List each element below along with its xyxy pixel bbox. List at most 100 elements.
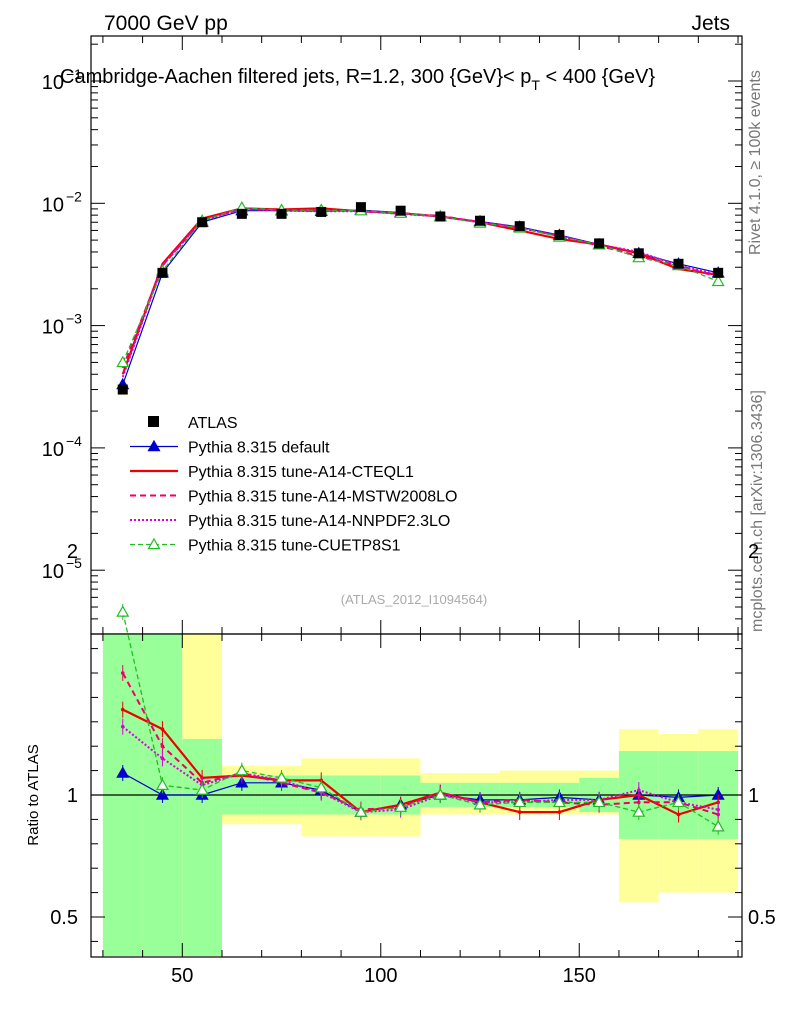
title-main: Cambridge-Aachen filtered jets, R=1.2, 3… bbox=[60, 66, 531, 88]
series-line-default bbox=[122, 209, 719, 385]
ratio-ylabel: Ratio to ATLAS bbox=[25, 744, 42, 845]
title-subscript: T bbox=[531, 77, 540, 93]
ratio-y-tick-label-right: 2 bbox=[748, 541, 759, 563]
marker-cuetp bbox=[116, 355, 130, 368]
series-line-cteql1 bbox=[121, 207, 719, 375]
data-point bbox=[594, 238, 605, 249]
legend-label-cteql1: Pythia 8.315 tune-A14-CTEQL1 bbox=[188, 464, 414, 481]
ratio-point-mstw bbox=[636, 800, 641, 805]
ratio-panel: 50 100 150 0.5 0.5 1 1 2 2 Ratio to ATLAS bbox=[25, 541, 776, 987]
series-line-nnpdf bbox=[121, 207, 719, 378]
analysis-watermark: (ATLAS_2012_I1094564) bbox=[341, 592, 487, 607]
data-point bbox=[713, 267, 724, 278]
ratio-point-nnpdf bbox=[636, 788, 641, 792]
title-tail: < 400 {GeV} bbox=[540, 66, 655, 88]
ratio-marker-cuetp bbox=[632, 805, 646, 817]
ratio-frame bbox=[90, 633, 743, 958]
ratio-marker-cuetp bbox=[155, 778, 169, 790]
ratio-y-tick-label: 0.5 bbox=[50, 907, 78, 929]
ratio-marker-cuetp bbox=[552, 795, 566, 808]
data-point bbox=[435, 211, 446, 222]
y-tick-exponent: −5 bbox=[66, 555, 82, 571]
ratio-marker-default bbox=[155, 788, 169, 800]
ratio-point-cteql1 bbox=[517, 810, 522, 814]
legend-marker-data bbox=[148, 416, 159, 427]
main-axis-ticks: 10−110−210−310−410−5 bbox=[42, 36, 742, 634]
series-line-mstw bbox=[121, 207, 719, 369]
y-tick-exponent: −3 bbox=[66, 311, 82, 327]
data-point bbox=[395, 205, 406, 216]
ratio-marker-cuetp bbox=[116, 605, 130, 617]
ratio-point-mstw bbox=[160, 744, 165, 748]
ratio-series bbox=[116, 604, 725, 835]
mcplots-label: mcplots.cern.ch [arXiv:1306.3436] bbox=[749, 390, 766, 632]
ratio-marker-cuetp bbox=[592, 795, 606, 808]
ratio-marker-cuetp bbox=[394, 800, 408, 812]
legend-label-data: ATLAS bbox=[188, 415, 238, 432]
ratio-y-tick-label: 2 bbox=[67, 541, 78, 563]
data-point bbox=[633, 248, 644, 259]
y-tick-label: 10 bbox=[42, 194, 64, 216]
ratio-point-cteql1 bbox=[160, 727, 165, 731]
legend-marker-cuetp bbox=[147, 537, 161, 550]
ratio-marker-cuetp bbox=[314, 780, 328, 793]
ratio-y-tick-label-right: 1 bbox=[748, 785, 759, 807]
ratio-marker-cuetp bbox=[711, 820, 725, 832]
marker-cuetp bbox=[711, 274, 725, 287]
main-panel: 10−110−210−310−410−5 (ATLAS_2012_I109456… bbox=[42, 35, 743, 635]
data-point bbox=[197, 217, 208, 228]
data-point bbox=[157, 267, 168, 278]
ratio-marker-cuetp bbox=[671, 795, 686, 808]
data-point bbox=[117, 384, 128, 395]
legend: ATLAS Pythia 8.315 default Pythia 8.315 tu… bbox=[130, 415, 457, 555]
ratio-y-tick-label-right: 0.5 bbox=[748, 907, 776, 929]
y-tick-label: 10 bbox=[42, 439, 64, 461]
y-tick-base: 10 bbox=[42, 561, 64, 583]
ratio-axis-ticks: 50 100 150 0.5 0.5 1 1 2 2 bbox=[50, 541, 776, 987]
legend-label-cuetp: Pythia 8.315 tune-CUETP8S1 bbox=[188, 538, 401, 555]
x-tick-label: 50 bbox=[171, 965, 193, 987]
ratio-line-mstw bbox=[121, 672, 719, 816]
ratio-marker-cuetp bbox=[275, 771, 289, 783]
ratio-point-cteql1 bbox=[557, 810, 562, 814]
ratio-marker-cuetp bbox=[433, 788, 447, 800]
data-point bbox=[355, 202, 366, 213]
y-tick-label: 10 bbox=[42, 317, 64, 339]
data-point bbox=[276, 208, 287, 219]
data-point bbox=[673, 258, 684, 269]
y-tick-label: 10 bbox=[42, 72, 64, 94]
ratio-point-cteql1 bbox=[120, 707, 125, 712]
ratio-marker-cuetp bbox=[354, 805, 368, 817]
ratio-marker-cuetp bbox=[235, 763, 249, 776]
y-tick-base: 10 bbox=[42, 194, 64, 216]
data-point bbox=[514, 221, 525, 232]
ratio-point-nnpdf bbox=[160, 756, 165, 761]
legend-label-mstw: Pythia 8.315 tune-A14-MSTW2008LO bbox=[188, 489, 457, 506]
ratio-marker-default bbox=[116, 766, 130, 778]
ratio-point-nnpdf bbox=[716, 807, 720, 812]
y-tick-exponent: −2 bbox=[66, 188, 82, 204]
y-tick-base: 10 bbox=[42, 439, 64, 461]
ratio-marker-cuetp bbox=[195, 783, 209, 795]
ratio-marker-cuetp bbox=[513, 795, 527, 808]
x-tick-label: 100 bbox=[364, 965, 397, 987]
ratio-marker-cuetp bbox=[473, 798, 487, 810]
ratio-point-cteql1 bbox=[676, 812, 681, 817]
ratio-line-cteql1 bbox=[122, 708, 719, 816]
x-tick-label: 150 bbox=[563, 965, 596, 987]
y-tick-exponent: −1 bbox=[66, 66, 82, 82]
plot-title: Cambridge-Aachen filtered jets, R=1.2, 3… bbox=[60, 66, 655, 93]
collision-label: 7000 GeV pp bbox=[104, 12, 228, 35]
data-point bbox=[475, 215, 486, 226]
process-label: Jets bbox=[691, 12, 730, 35]
data-point bbox=[316, 206, 327, 217]
ratio-point-mstw bbox=[120, 671, 125, 675]
y-tick-label: 10 bbox=[42, 561, 64, 583]
main-series bbox=[116, 201, 725, 395]
rivet-label: Rivet 4.1.0, ≥ 100k events bbox=[747, 70, 764, 255]
data-point bbox=[236, 208, 247, 219]
legend-marker-default bbox=[147, 439, 161, 452]
legend-label-default: Pythia 8.315 default bbox=[188, 440, 330, 457]
ratio-line-nnpdf bbox=[122, 725, 719, 814]
